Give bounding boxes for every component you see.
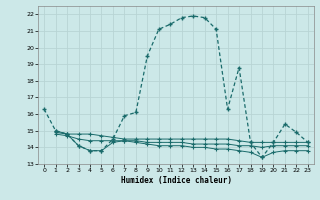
X-axis label: Humidex (Indice chaleur): Humidex (Indice chaleur) <box>121 176 231 185</box>
